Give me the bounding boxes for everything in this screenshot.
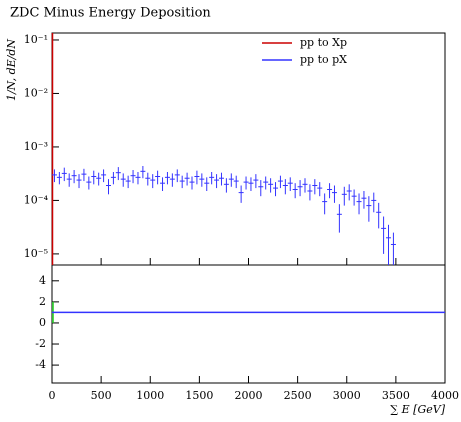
y-tick-label: 10⁻² (24, 86, 48, 99)
y-tick-label: 10⁻⁴ (24, 193, 49, 206)
y-tick-label: 10⁻¹ (24, 33, 48, 46)
y-axis-label: 1/N, dE/dN (5, 39, 18, 101)
x-axis-label: ∑ E [GeV] (390, 403, 445, 416)
x-tick-label: 0 (49, 389, 56, 402)
legend-label: pp to pX (300, 53, 347, 66)
x-tick-label: 4000 (431, 389, 459, 402)
ratio-y-tick-label: 4 (39, 274, 46, 287)
x-tick-label: 2500 (284, 389, 312, 402)
x-tick-label: 3000 (333, 389, 361, 402)
x-tick-label: 1500 (185, 389, 213, 402)
ratio-y-tick-label: 0 (39, 316, 46, 329)
chart-title: ZDC Minus Energy Deposition (10, 6, 211, 21)
x-tick-label: 1000 (136, 389, 164, 402)
legend-label: pp to Xp (300, 36, 347, 49)
x-tick-label: 3500 (382, 389, 410, 402)
ratio-y-tick-label: -2 (35, 337, 46, 350)
ratio-y-tick-label: -4 (35, 358, 46, 371)
x-tick-label: 2000 (235, 389, 263, 402)
ratio-y-tick-label: 2 (39, 295, 46, 308)
y-tick-label: 10⁻⁵ (24, 247, 48, 260)
x-tick-label: 500 (91, 389, 112, 402)
y-tick-label: 10⁻³ (24, 140, 48, 153)
main-frame (51, 32, 446, 266)
ratio-frame (51, 264, 446, 384)
